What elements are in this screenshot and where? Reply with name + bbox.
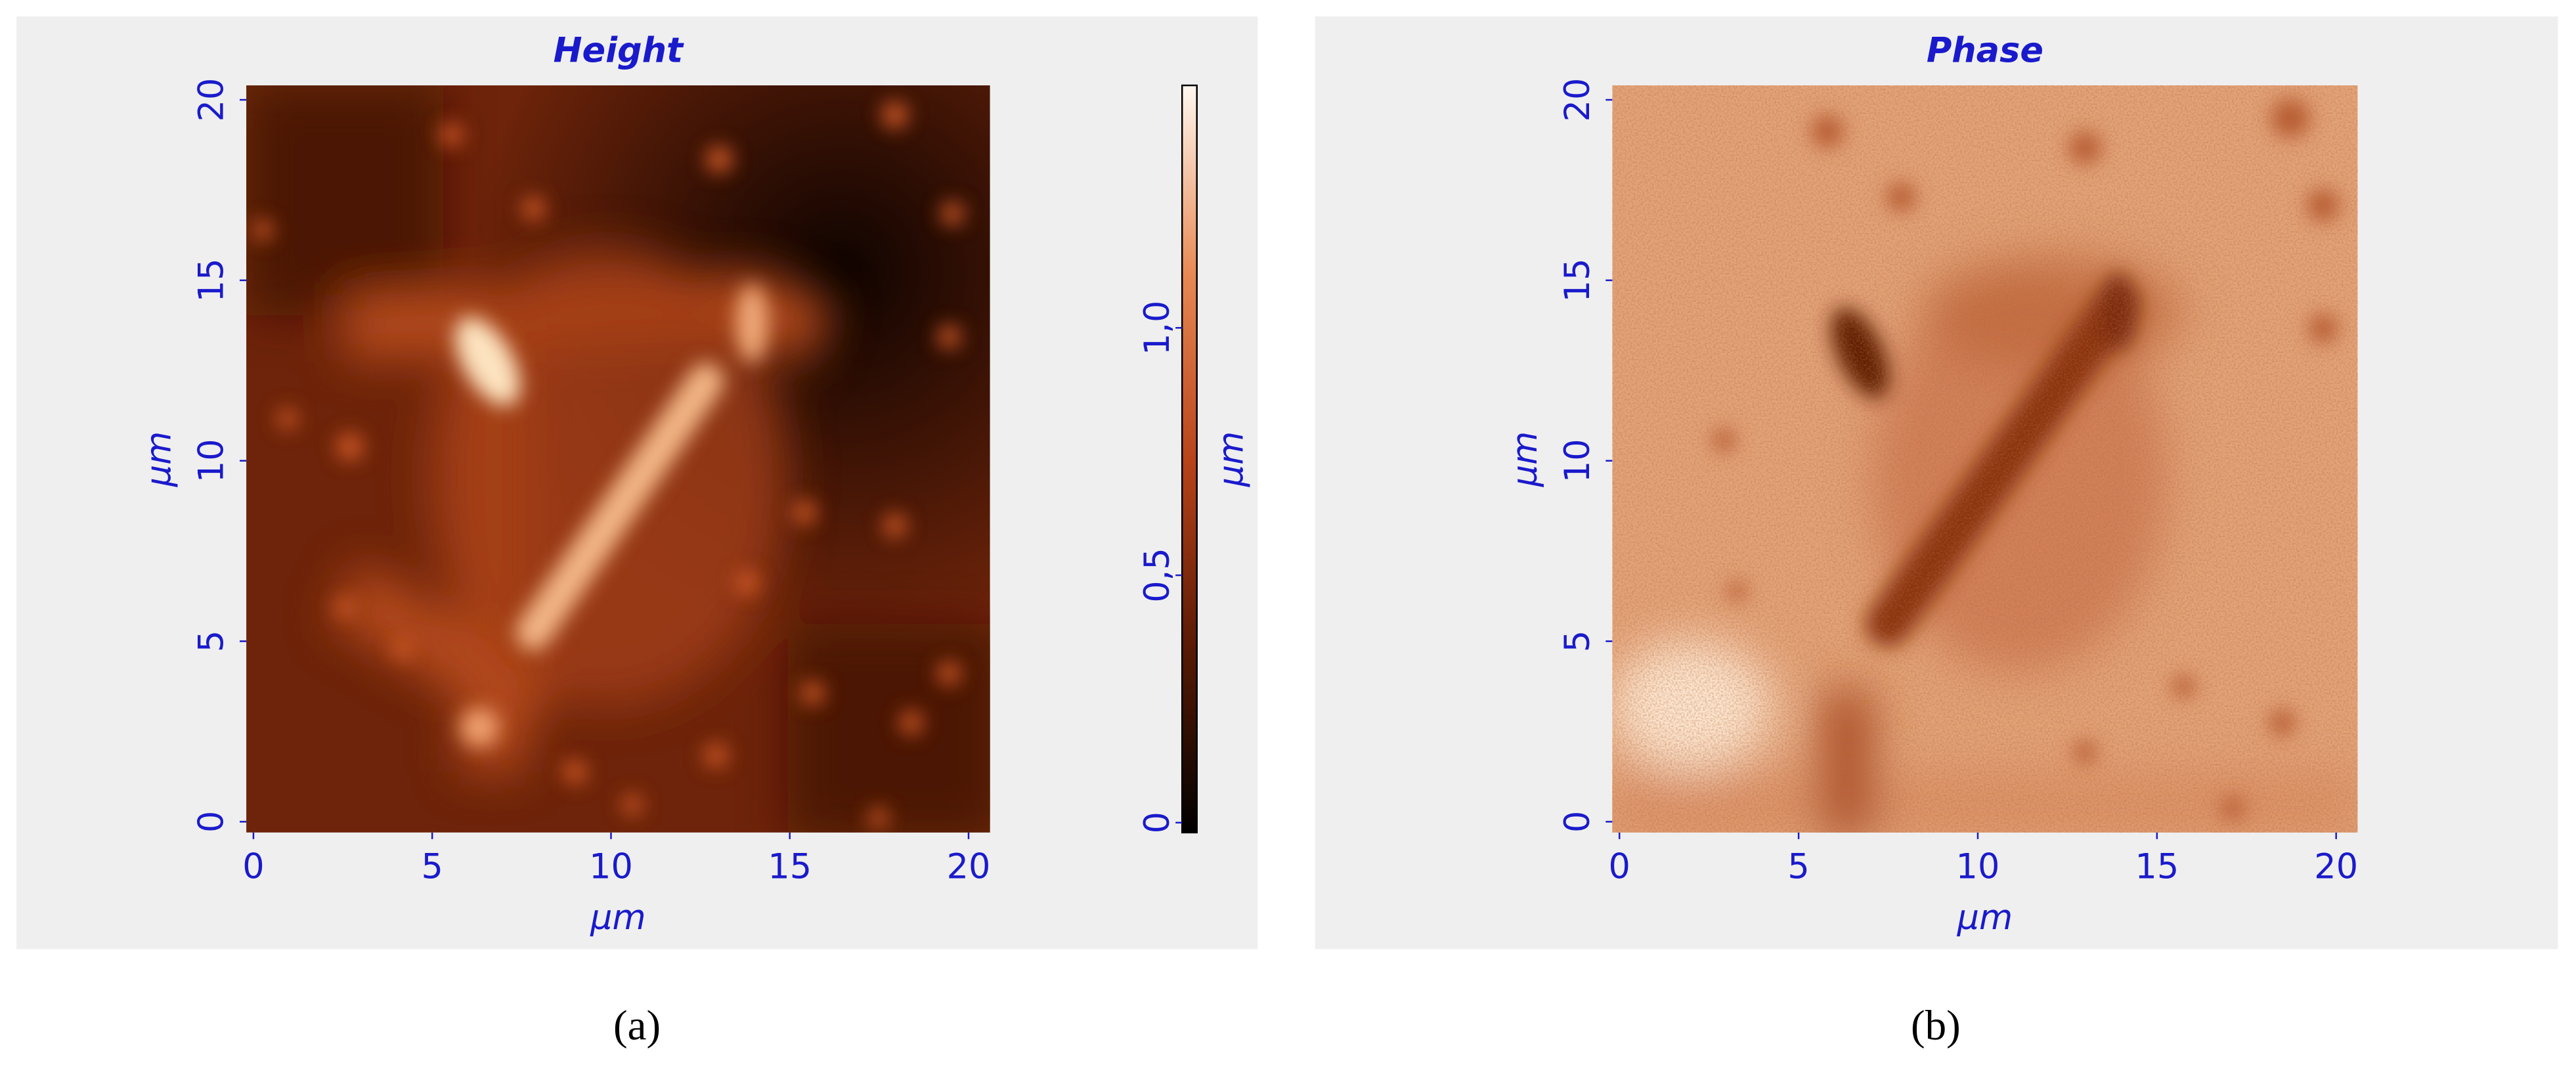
x-axis-label: μm (1957, 898, 2013, 938)
y-tick-label: 20 (192, 78, 232, 122)
x-tick-label: 15 (768, 847, 812, 887)
x-axis-label: μm (590, 898, 646, 938)
x-tick-label: 5 (1787, 847, 1809, 887)
chart-title: Phase (1927, 31, 2043, 71)
colorbar (1181, 84, 1198, 834)
caption: (b) (1911, 1002, 1961, 1049)
x-tick-label: 15 (2135, 847, 2179, 887)
y-tick-label: 5 (1558, 630, 1598, 652)
y-tick-label: 0 (1558, 811, 1598, 833)
colorbar-tick-label: 0,5 (1137, 548, 1177, 603)
y-tick-label: 0 (192, 811, 232, 833)
chart-title: Height (554, 31, 684, 71)
y-axis-label: μm (139, 431, 179, 488)
y-axis-label: μm (1505, 431, 1545, 488)
x-tick-label: 5 (422, 847, 443, 887)
y-tick-label: 15 (192, 258, 232, 302)
x-tick-label: 20 (947, 847, 991, 887)
x-tick-label: 20 (2314, 847, 2358, 887)
x-tick-label: 10 (589, 847, 633, 887)
x-tick-label: 0 (1609, 847, 1630, 887)
y-tick-label: 10 (192, 439, 232, 483)
x-tick-label: 10 (1956, 847, 2000, 887)
colorbar-tick-label: 0 (1137, 812, 1177, 833)
y-tick-label: 15 (1558, 258, 1598, 302)
y-tick-label: 5 (192, 630, 232, 652)
phase-image (1612, 85, 2358, 833)
colorbar-tick-label: 1,0 (1137, 301, 1177, 356)
colorbar-label: μm (1211, 431, 1251, 488)
y-tick-label: 20 (1558, 78, 1598, 122)
y-tick-label: 10 (1558, 439, 1598, 483)
caption: (a) (613, 1002, 661, 1049)
height-image (246, 85, 990, 833)
x-tick-label: 0 (242, 847, 264, 887)
